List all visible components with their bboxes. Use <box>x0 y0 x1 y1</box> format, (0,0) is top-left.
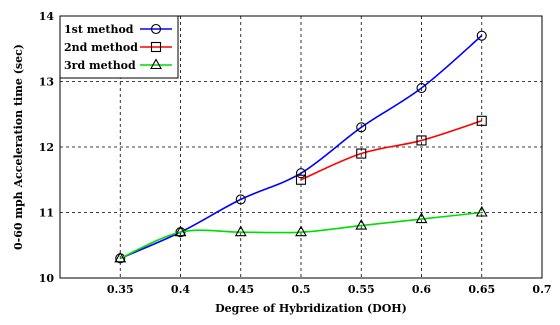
legend-item: 1st method <box>64 23 172 36</box>
x-tick-label: 0.4 <box>171 283 190 296</box>
data-point-marker <box>174 225 187 237</box>
legend-marker <box>150 58 162 70</box>
data-point-marker <box>356 122 367 133</box>
y-tick-label: 13 <box>39 76 54 89</box>
x-tick-label: 0.7 <box>532 283 551 296</box>
legend: 1st method 2nd method 3rd method <box>59 15 179 79</box>
x-tick-label: 0.35 <box>107 283 134 296</box>
data-point-marker <box>235 194 246 205</box>
y-tick-label: 10 <box>39 272 55 285</box>
series-line <box>300 120 482 181</box>
data-point-marker <box>295 168 307 179</box>
legend-item: 2nd method <box>64 41 172 54</box>
data-point-marker <box>416 83 427 94</box>
data-point-marker <box>415 212 428 224</box>
y-tick-label: 14 <box>39 10 55 23</box>
x-tick-label: 0.6 <box>412 283 431 296</box>
x-tick-label: 0.65 <box>468 283 495 296</box>
data-point-marker <box>476 115 487 126</box>
data-point-marker <box>355 218 368 230</box>
legend-marker <box>150 23 162 35</box>
x-tick-label: 0.55 <box>348 283 375 296</box>
legend-label: 1st method <box>64 23 134 36</box>
series-line <box>119 211 482 260</box>
legend-item: 3rd method <box>64 58 172 72</box>
y-tick-label: 12 <box>39 141 54 154</box>
plot-area-frame <box>59 15 543 279</box>
data-point-marker <box>475 205 488 217</box>
data-point-marker <box>295 225 307 237</box>
axis-ticks: 0.35 0.4 0.45 0.5 0.55 0.6 0.65 0.7 10 11 12 13 14 <box>39 10 552 296</box>
y-tick-label: 11 <box>39 207 54 220</box>
data-point-marker <box>114 251 127 263</box>
series-group <box>114 30 488 264</box>
y-axis-title: 0-60 mph Acceleration time (sec) <box>12 44 25 250</box>
legend-marker <box>150 41 162 53</box>
legend-label: 2nd method <box>64 41 138 54</box>
x-axis-title: Degree of Hybridization (DOH) <box>215 302 407 315</box>
data-point-marker <box>476 30 487 41</box>
data-point-marker <box>295 174 307 185</box>
data-point-marker <box>416 135 427 146</box>
x-tick-label: 0.45 <box>227 283 254 296</box>
data-point-marker <box>356 148 367 159</box>
series-3 <box>114 205 488 263</box>
x-tick-label: 0.5 <box>291 283 310 296</box>
legend-label: 3rd method <box>64 59 136 72</box>
data-point-marker <box>234 225 247 237</box>
series-2 <box>295 115 487 185</box>
